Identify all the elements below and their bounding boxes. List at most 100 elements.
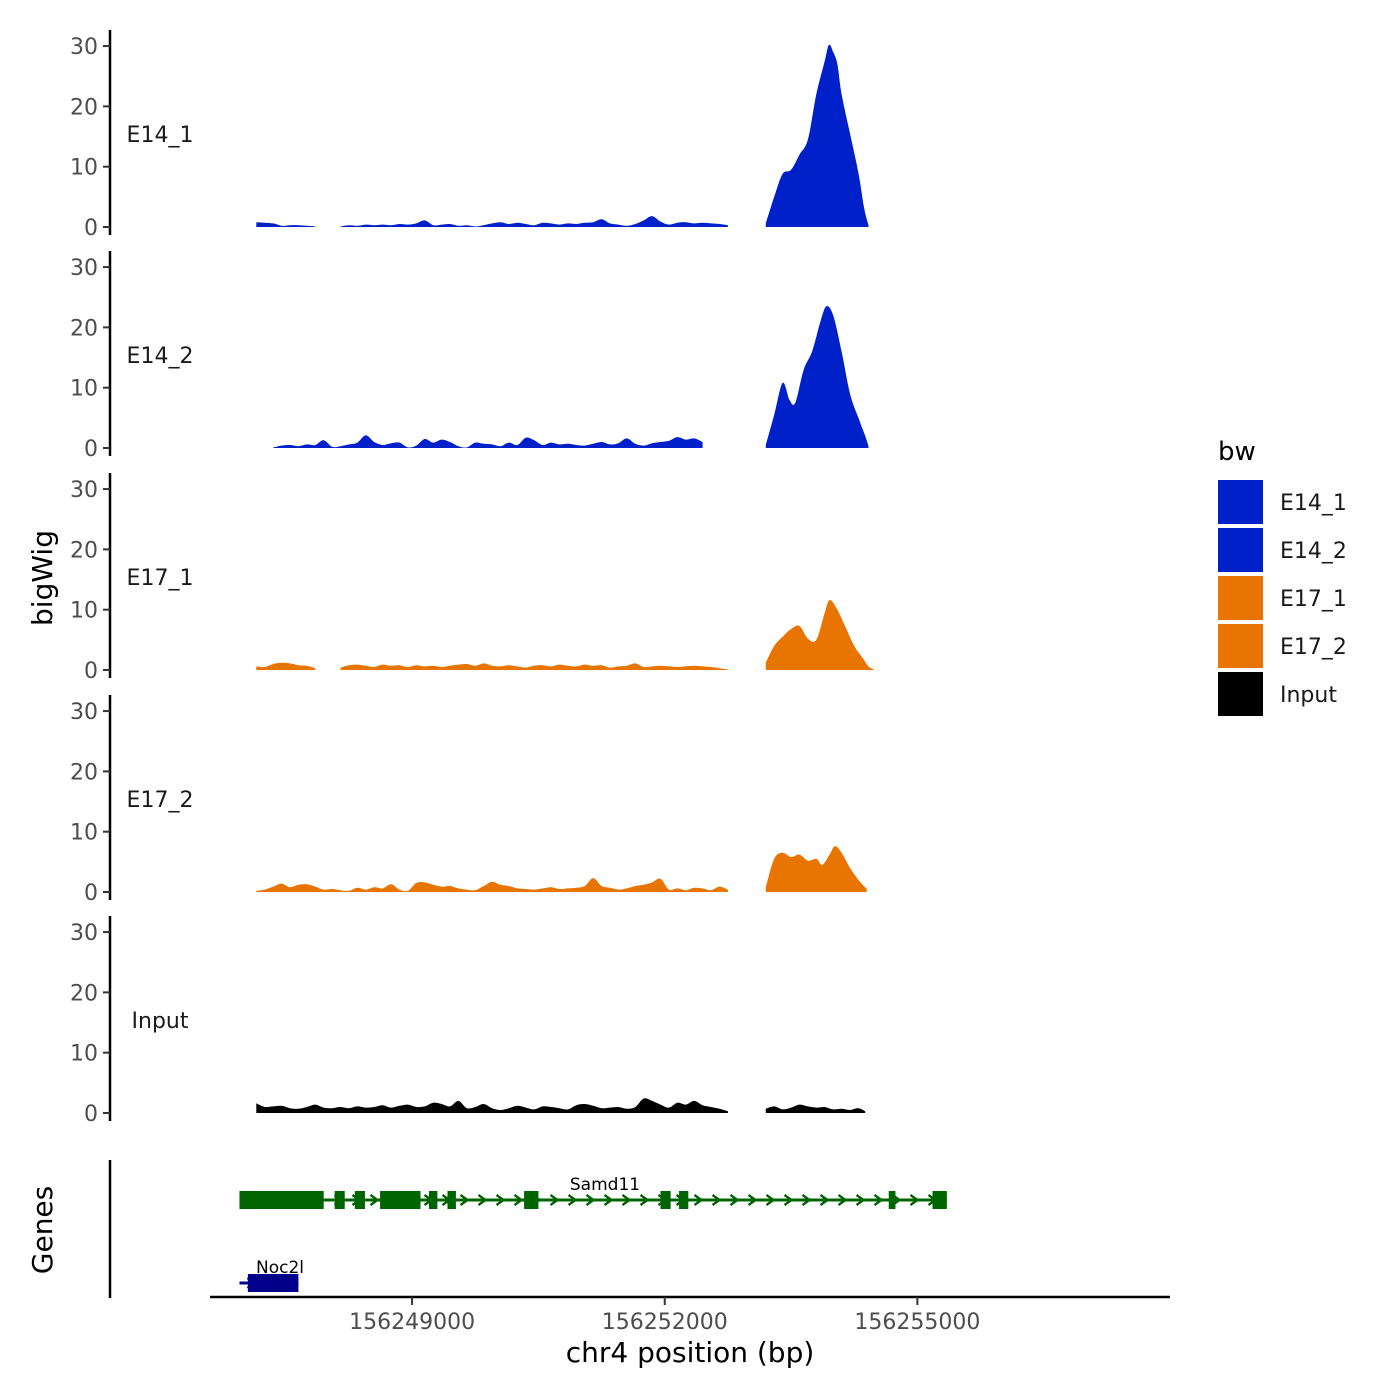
y-tick-label: 10: [70, 1042, 98, 1067]
gene-exon: [888, 1191, 896, 1209]
legend-label: E17_2: [1280, 635, 1347, 660]
legend-item-Input: Input: [1218, 672, 1337, 716]
y-tick-label: 20: [70, 538, 98, 563]
y-tick-label: 30: [70, 478, 98, 503]
signal-area-E14_1: [340, 216, 728, 227]
signal-area-E14_2: [273, 435, 703, 448]
strand-arrow: [621, 1194, 632, 1206]
signal-area-E17_2: [765, 846, 867, 892]
panel-Input: 0 10 20 30 Input: [70, 916, 866, 1127]
strand-arrow: [783, 1194, 794, 1206]
x-axis: 156249000 156252000 156255000: [210, 1295, 1170, 1335]
y-tick-label: 30: [70, 921, 98, 946]
gene-exon: [354, 1191, 365, 1209]
panel-label: E14_2: [127, 344, 194, 369]
y-tick-label: 10: [70, 821, 98, 846]
strand-arrow: [513, 1194, 524, 1206]
strand-arrow: [801, 1194, 812, 1206]
strand-arrow: [819, 1194, 830, 1206]
legend-label: E14_2: [1280, 539, 1347, 564]
legend-swatch: [1218, 480, 1263, 524]
signal-area-E14_2: [765, 306, 869, 448]
strand-arrow: [549, 1194, 560, 1206]
panel-label: E17_1: [127, 566, 194, 591]
gene-exon: [380, 1191, 421, 1209]
y-tick-label: 30: [70, 35, 98, 60]
strand-arrow: [693, 1194, 704, 1206]
legend-item-E14_2: E14_2: [1218, 528, 1347, 572]
legend: bw E14_1 E14_2 E17_1 E17_2 Input: [1218, 437, 1347, 716]
y-tick-label: 0: [84, 216, 98, 241]
legend-swatch: [1218, 672, 1263, 716]
panel-E17_2: 0 10 20 30 E17_2: [70, 695, 867, 906]
signal-area-E17_1: [765, 599, 874, 670]
y-tick-label: 0: [84, 437, 98, 462]
panel-label: Input: [132, 1009, 189, 1034]
legend-swatch: [1218, 576, 1263, 620]
gene-exon: [932, 1191, 947, 1209]
signal-area-E17_2: [256, 878, 728, 892]
y-tick-label: 0: [84, 881, 98, 906]
x-tick-label: 156249000: [349, 1310, 475, 1335]
y-tick-label: 0: [84, 1102, 98, 1127]
x-tick-label: 156255000: [854, 1310, 980, 1335]
y-tick-label: 10: [70, 377, 98, 402]
legend-label: Input: [1280, 683, 1337, 708]
y-tick-label: 30: [70, 256, 98, 281]
gene-exon: [239, 1191, 324, 1209]
x-tick-label: 156252000: [602, 1310, 728, 1335]
strand-arrow: [639, 1194, 650, 1206]
y-tick-label: 20: [70, 316, 98, 341]
y-tick-label: 20: [70, 95, 98, 120]
strand-arrow: [765, 1194, 776, 1206]
gene-Samd11: Samd11: [239, 1175, 947, 1209]
legend-label: E17_1: [1280, 587, 1347, 612]
legend-swatch: [1218, 528, 1263, 572]
signal-area-E14_1: [765, 44, 869, 227]
strand-arrow: [477, 1194, 488, 1206]
signal-area-E17_1: [340, 663, 728, 670]
legend-title: bw: [1218, 437, 1256, 467]
legend-swatch: [1218, 624, 1263, 668]
signal-area-Input: [256, 1098, 728, 1113]
gene-exon: [679, 1191, 689, 1209]
gene-Noc2l: Noc2l: [239, 1258, 304, 1292]
strand-arrow: [873, 1194, 884, 1206]
panel-label: E17_2: [127, 788, 194, 813]
gene-exon: [524, 1191, 539, 1209]
strand-arrow: [495, 1194, 506, 1206]
legend-item-E17_1: E17_1: [1218, 576, 1347, 620]
strand-arrow: [909, 1194, 920, 1206]
strand-arrow: [855, 1194, 866, 1206]
legend-item-E14_1: E14_1: [1218, 480, 1347, 524]
gene-exon: [660, 1191, 671, 1209]
panel-E17_1: 0 10 20 30 E17_1: [70, 473, 874, 684]
genes-panel: Samd11 Noc2l: [108, 1160, 947, 1298]
genes-axis-title: Genes: [26, 1186, 59, 1274]
gene-label: Samd11: [570, 1175, 640, 1195]
y-axis-title: bigWig: [26, 530, 59, 626]
strand-arrow: [747, 1194, 758, 1206]
y-tick-label: 20: [70, 981, 98, 1006]
signal-panels: 0 10 20 30 E14_1 0 10 20 30 E14_2 0 10 20 30 E17_1 0 10 2…: [70, 30, 874, 1127]
strand-arrow: [603, 1194, 614, 1206]
strand-arrow: [459, 1194, 470, 1206]
y-tick-label: 20: [70, 760, 98, 785]
strand-arrow: [567, 1194, 578, 1206]
gene-exon: [247, 1274, 299, 1292]
gene-exon: [334, 1191, 345, 1209]
legend-label: E14_1: [1280, 491, 1347, 516]
panel-label: E14_1: [127, 123, 194, 148]
y-tick-label: 10: [70, 156, 98, 181]
panel-E14_1: 0 10 20 30 E14_1: [70, 30, 869, 241]
strand-arrow: [711, 1194, 722, 1206]
x-axis-title: chr4 position (bp): [566, 1336, 815, 1369]
strand-arrow: [729, 1194, 740, 1206]
y-tick-label: 10: [70, 599, 98, 624]
strand-arrow: [837, 1194, 848, 1206]
gene-label: Noc2l: [256, 1258, 304, 1278]
gene-exon: [428, 1191, 438, 1209]
signal-area-Input: [765, 1104, 866, 1113]
y-tick-label: 30: [70, 700, 98, 725]
